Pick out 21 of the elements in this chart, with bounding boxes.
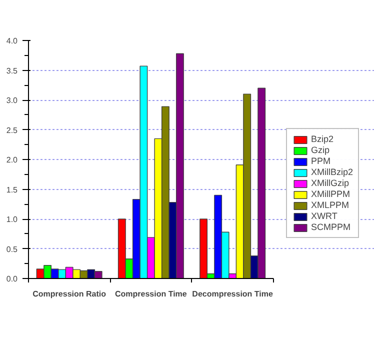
legend-label: XMillGzip xyxy=(311,178,350,188)
legend-label: XMLPPM xyxy=(311,200,350,210)
legend-label: Gzip xyxy=(311,145,331,155)
legend-label: XMillBzip2 xyxy=(311,167,354,177)
y-tick-label: 2.0 xyxy=(6,156,18,164)
x-tick-label: Compression Time xyxy=(115,290,188,298)
y-tick-label: 3.0 xyxy=(6,96,18,105)
y-tick-label: 2.5 xyxy=(6,126,18,135)
y-tick-label: 4.0 xyxy=(6,36,18,46)
x-tick-label: Compression Ratio xyxy=(32,290,106,298)
legend-label: XWRT xyxy=(311,211,338,221)
y-tick-label: 0.5 xyxy=(6,244,18,254)
y-tick-label: 1.5 xyxy=(6,185,18,194)
legend-label: SCMPPM xyxy=(311,222,351,232)
legend-label: Bzip2 xyxy=(311,134,334,144)
legend-label: XMillPPM xyxy=(311,189,350,199)
y-tick-label: 0.0 xyxy=(6,274,18,284)
y-tick-label: 3.5 xyxy=(6,66,18,76)
x-tick-label: Decompression Time xyxy=(192,290,274,298)
y-tick-label: 1.0 xyxy=(6,215,18,224)
legend-label: PPM xyxy=(311,156,331,166)
